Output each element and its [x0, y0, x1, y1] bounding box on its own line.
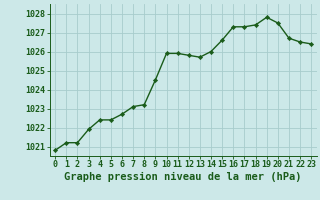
X-axis label: Graphe pression niveau de la mer (hPa): Graphe pression niveau de la mer (hPa): [64, 172, 302, 182]
